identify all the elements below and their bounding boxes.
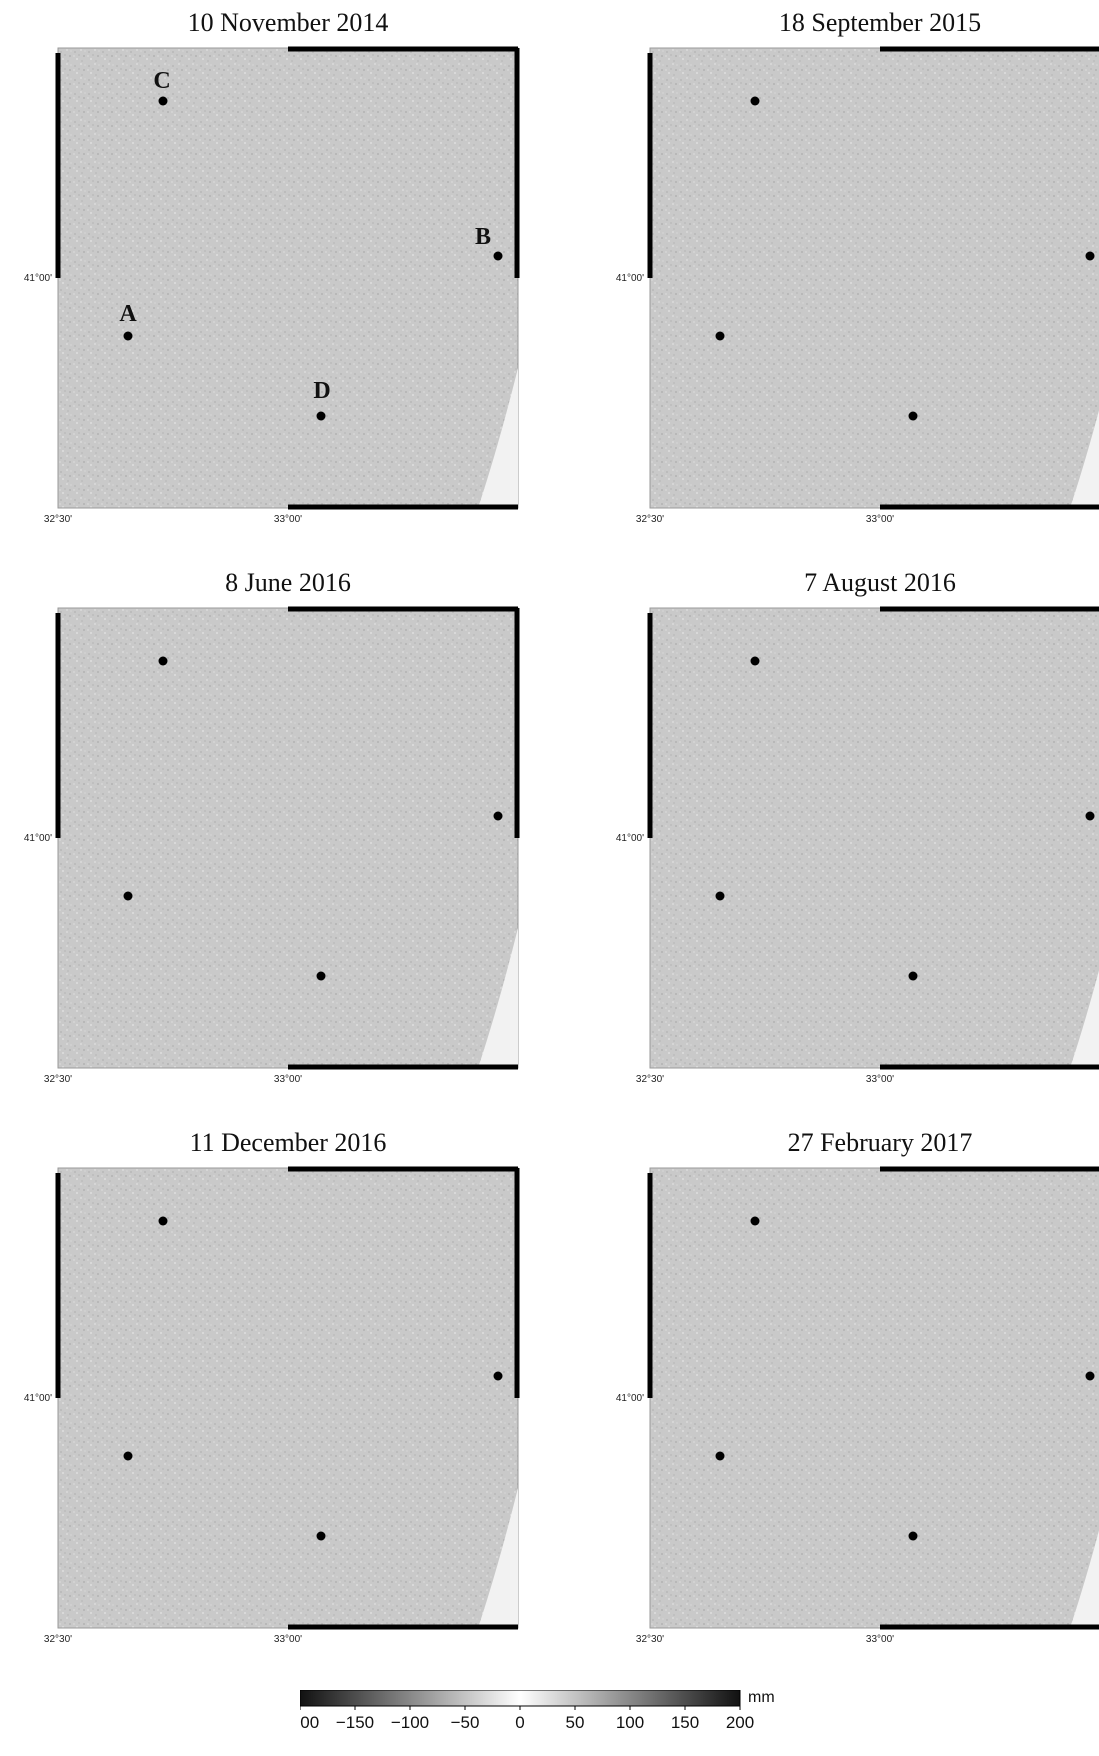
panel-title: 27 February 2017	[787, 1128, 973, 1157]
map-frame: 41°00' 32°30' 33°00'	[616, 606, 1099, 1085]
map-panel: 18 September 2015 41°00' 32°30' 33°00'	[616, 8, 1099, 538]
map-raster	[649, 607, 1099, 1069]
site-marker	[908, 411, 918, 421]
lat-tick-label: 41°00'	[24, 273, 52, 284]
map-frame: 41°00' 32°30' 33°00'	[616, 46, 1099, 525]
lon-tick-label: 33°00'	[866, 1634, 894, 1645]
panel-title: 7 August 2016	[804, 568, 956, 597]
lon-tick-label: 32°30'	[636, 1074, 664, 1085]
colorbar-gradient	[300, 1690, 741, 1707]
site-marker	[493, 251, 503, 261]
map-frame: 41°00' 32°30' 33°00'	[24, 606, 520, 1085]
colorbar: mm −200 −150 −100 −50 0 50 100 150 200	[300, 1690, 775, 1732]
site-marker	[316, 411, 326, 421]
map-panel: 8 June 2016 41°00' 32°30' 33°00'	[24, 568, 528, 1098]
lat-tick-label: 41°00'	[24, 1393, 52, 1404]
map-panel: 7 August 2016 41°00' 32°30' 33°00'	[616, 568, 1099, 1098]
site-marker	[123, 1451, 133, 1461]
lon-tick-label: 32°30'	[44, 1074, 72, 1085]
lon-tick-label: 32°30'	[44, 1634, 72, 1645]
lon-tick-label: 33°00'	[866, 1074, 894, 1085]
site-marker	[908, 1531, 918, 1541]
site-marker	[750, 656, 760, 666]
site-marker	[715, 891, 725, 901]
coastline-area	[1070, 1530, 1099, 1628]
lon-tick-label: 33°00'	[866, 514, 894, 525]
site-marker	[750, 1216, 760, 1226]
map-raster	[57, 1167, 519, 1629]
colorbar-tick-label: 150	[671, 1713, 699, 1732]
site-marker	[1085, 251, 1095, 261]
map-panel: 11 December 2016 41°00' 32°30' 33°00'	[24, 1128, 528, 1658]
lon-tick-label: 33°00'	[274, 1634, 302, 1645]
site-marker	[1085, 1371, 1095, 1381]
site-marker	[493, 1371, 503, 1381]
panel-title: 8 June 2016	[225, 568, 351, 597]
site-marker	[1085, 811, 1095, 821]
map-raster	[649, 47, 1099, 509]
panel-title: 11 December 2016	[189, 1128, 387, 1157]
lon-tick-label: 33°00'	[274, 1074, 302, 1085]
site-marker	[715, 1451, 725, 1461]
colorbar-tick-label: −100	[391, 1713, 429, 1732]
panel-title: 18 September 2015	[778, 8, 982, 37]
coastline-area	[1070, 970, 1099, 1068]
site-marker	[715, 331, 725, 341]
colorbar-unit: mm	[748, 1690, 775, 1706]
site-label: B	[475, 224, 491, 250]
site-marker	[123, 331, 133, 341]
colorbar-tick-label: 0	[515, 1713, 524, 1732]
map-frame: 41°00' 32°30' 33°00'	[24, 1166, 520, 1645]
colorbar-tick-label: −150	[336, 1713, 374, 1732]
map-panel: 27 February 2017 41°00' 32°30' 33°00'	[616, 1128, 1099, 1658]
colorbar-tick-label: 50	[566, 1713, 585, 1732]
map-frame: 41°00' 32°30' 33°00' C B A D	[24, 46, 520, 525]
map-raster	[57, 607, 519, 1069]
site-marker	[158, 96, 168, 106]
site-marker	[158, 656, 168, 666]
lon-tick-label: 32°30'	[636, 514, 664, 525]
site-label: A	[119, 301, 137, 327]
site-label: D	[313, 378, 330, 404]
site-marker	[908, 971, 918, 981]
lon-tick-label: 32°30'	[636, 1634, 664, 1645]
map-raster	[649, 1167, 1099, 1629]
site-marker	[316, 971, 326, 981]
coastline-area	[478, 368, 518, 508]
coastline-area	[478, 928, 518, 1068]
lon-tick-label: 33°00'	[274, 514, 302, 525]
lat-tick-label: 41°00'	[616, 833, 644, 844]
map-raster	[57, 47, 519, 509]
lon-tick-label: 32°30'	[44, 514, 72, 525]
colorbar-tick-label: −200	[300, 1713, 319, 1732]
coastline-area	[478, 1488, 518, 1628]
site-marker	[750, 96, 760, 106]
site-marker	[316, 1531, 326, 1541]
colorbar-tick-label: −50	[451, 1713, 480, 1732]
panel-title: 10 November 2014	[187, 8, 389, 37]
lat-tick-label: 41°00'	[616, 1393, 644, 1404]
colorbar-tick-label: 200	[726, 1713, 754, 1732]
map-frame: 41°00' 32°30' 33°00'	[616, 1166, 1099, 1645]
site-marker	[493, 811, 503, 821]
colorbar-tick-label: 100	[616, 1713, 644, 1732]
site-label: C	[153, 68, 170, 94]
map-panel: 10 November 2014 41°00' 32°30' 33°00' C B A D	[24, 8, 528, 538]
coastline-area	[1070, 410, 1099, 508]
site-marker	[158, 1216, 168, 1226]
lat-tick-label: 41°00'	[616, 273, 644, 284]
lat-tick-label: 41°00'	[24, 833, 52, 844]
site-marker	[123, 891, 133, 901]
